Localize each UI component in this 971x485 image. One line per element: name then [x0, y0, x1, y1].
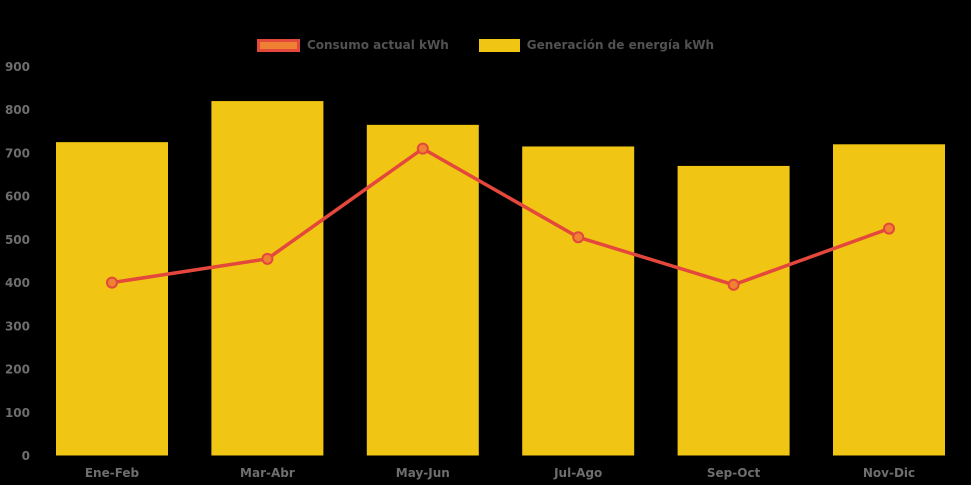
y-axis-tick-label: 300	[5, 319, 30, 333]
y-axis-tick-label: 200	[5, 363, 30, 377]
x-axis-label-sep-oct: Sep-Oct	[707, 466, 761, 480]
legend-label-consumo-actual: Consumo actual kWh	[306, 38, 449, 52]
y-axis-tick-label: 600	[5, 190, 30, 204]
x-axis-label-nov-dic: Nov-Dic	[863, 466, 915, 480]
y-axis-tick-label: 100	[5, 406, 30, 420]
consumo-line	[110, 146, 891, 287]
bar-series-swatch-icon	[478, 39, 520, 52]
x-axis-label-jul-ago: Jul-Ago	[553, 466, 602, 480]
x-axis-label-may-jun: May-Jun	[396, 466, 450, 480]
line-point-nov-dic[interactable]	[883, 222, 895, 235]
bar-may-jun[interactable]	[366, 124, 479, 456]
line-point-jul-ago[interactable]	[572, 231, 585, 244]
x-axis-label-mar-abr: Mar-Abr	[240, 466, 295, 480]
y-axis-tick-label: 0	[22, 449, 30, 463]
line-series-swatch-icon	[256, 39, 300, 52]
legend-item-consumo-actual[interactable]: Consumo actual kWh	[256, 38, 449, 52]
bar-nov-dic[interactable]	[833, 144, 945, 456]
line-point-sep-oct[interactable]	[727, 278, 740, 291]
x-axis-label-ene-feb: Ene-Feb	[85, 466, 140, 480]
y-axis-tick-label: 500	[5, 233, 30, 247]
y-axis-tick-label: 400	[5, 276, 30, 290]
line-point-may-jun[interactable]	[416, 142, 429, 155]
y-axis-tick-label: 700	[5, 146, 30, 160]
y-axis-tick-label: 900	[5, 60, 30, 74]
bar-mar-abr[interactable]	[211, 101, 324, 456]
bar-ene-feb[interactable]	[56, 142, 168, 456]
line-point-mar-abr[interactable]	[261, 252, 274, 265]
chart-legend: Consumo actual kWh Generación de energía…	[0, 39, 971, 52]
legend-label-generacion-energia: Generación de energía kWh	[526, 38, 715, 52]
bar-sep-oct[interactable]	[677, 165, 790, 456]
y-axis-tick-label: 800	[5, 103, 30, 117]
bar-jul-ago[interactable]	[522, 146, 635, 456]
line-point-ene-feb[interactable]	[106, 276, 118, 289]
legend-item-generacion-energia[interactable]: Generación de energía kWh	[478, 38, 715, 52]
